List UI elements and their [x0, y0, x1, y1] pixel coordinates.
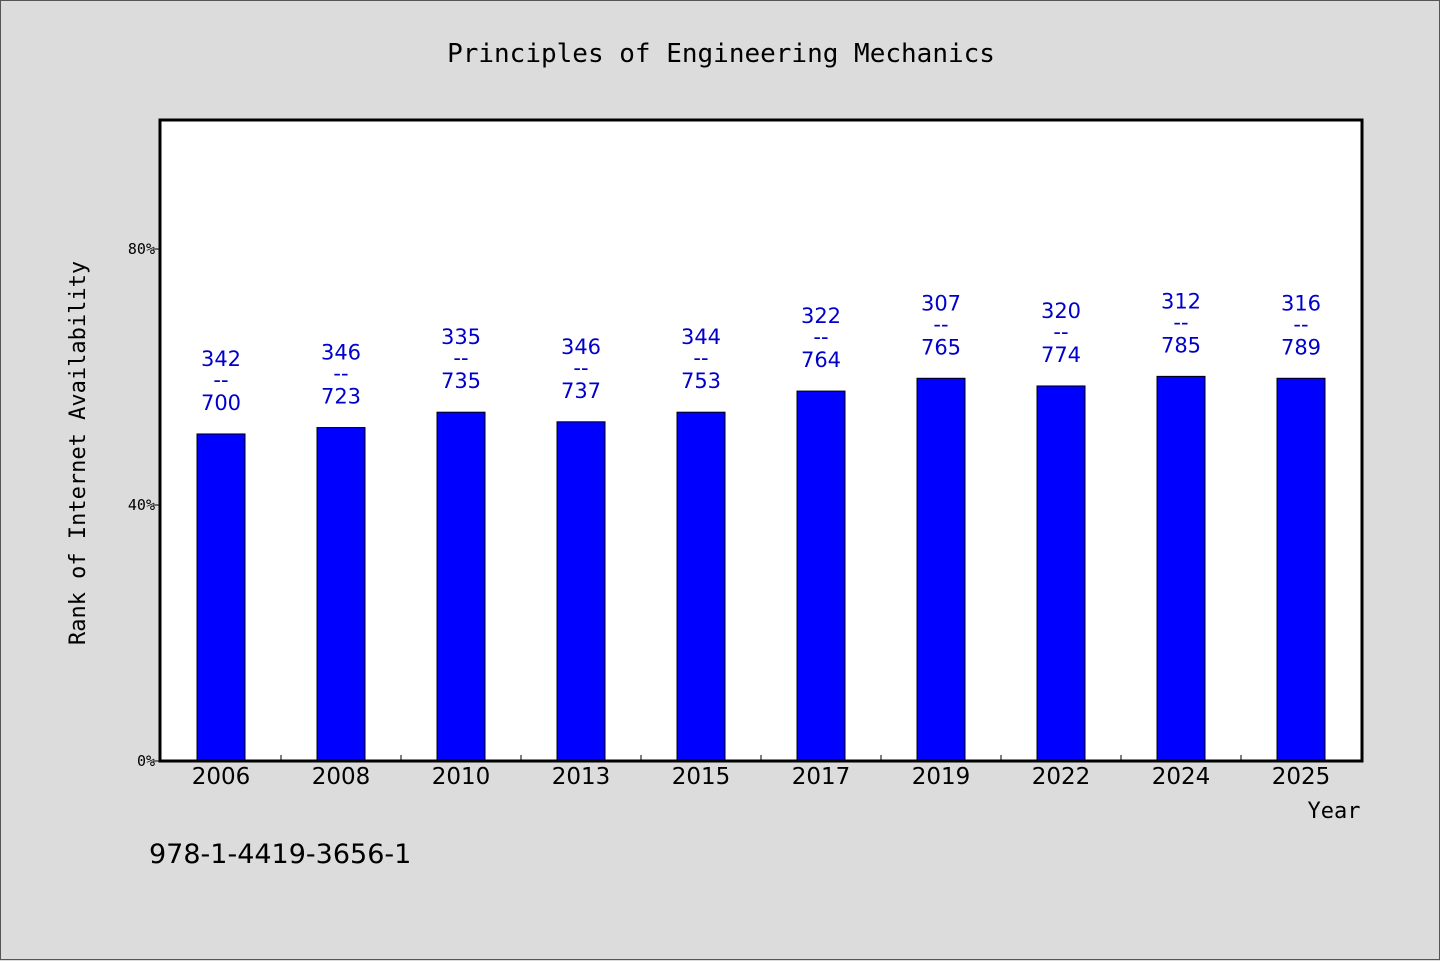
bar-label-top-2010: 335: [441, 325, 481, 349]
bar-label-top-2019: 307: [921, 291, 961, 315]
bar-2017: [796, 390, 846, 762]
bar-label-bottom-2017: 764: [801, 348, 841, 372]
x-tick-label-2019: 2019: [912, 764, 971, 790]
x-tick-label-2013: 2013: [552, 764, 611, 790]
bar-label-separator-2017: --: [813, 325, 828, 349]
bar-label-bottom-2013: 737: [561, 379, 601, 403]
bar-2019: [916, 377, 966, 762]
x-tick-label-2015: 2015: [672, 764, 731, 790]
x-axis-label: Year: [1308, 799, 1361, 824]
bar-2024: [1156, 375, 1206, 762]
y-axis-label: Rank of Internet Availability: [66, 261, 91, 645]
x-tick-label-2006: 2006: [192, 764, 251, 790]
bar-label-bottom-2019: 765: [921, 335, 961, 359]
bar-2008: [316, 427, 366, 762]
bar-label-bottom-2008: 723: [321, 385, 361, 409]
y-tick-label-80: 80%: [128, 240, 155, 258]
bar-label-bottom-2006: 700: [201, 391, 241, 415]
bar-2006: [196, 433, 246, 762]
y-axis: 0% 40% 80%: [128, 240, 161, 770]
isbn-text: 978-1-4419-3656-1: [149, 839, 411, 870]
bar-labels-group: 342--700346--723335--735346--737344--753…: [201, 289, 1321, 415]
bar-label-bottom-2010: 735: [441, 369, 481, 393]
bar-label-top-2024: 312: [1161, 289, 1201, 313]
bar-label-bottom-2024: 785: [1161, 333, 1201, 357]
x-axis: 2006 2008 2010 2013 2015 2017 2019 2022 2024 2025: [192, 755, 1331, 790]
y-tick-label-0: 0%: [137, 752, 155, 770]
bar-label-separator-2008: --: [333, 362, 348, 386]
bar-2010: [436, 411, 486, 762]
bar-label-separator-2025: --: [1293, 312, 1308, 336]
bar-2022: [1036, 385, 1086, 762]
bar-label-top-2006: 342: [201, 347, 241, 371]
bar-label-bottom-2015: 753: [681, 369, 721, 393]
x-tick-label-2010: 2010: [432, 764, 491, 790]
bar-label-separator-2024: --: [1173, 310, 1188, 334]
bar-label-top-2013: 346: [561, 335, 601, 359]
bar-label-bottom-2025: 789: [1281, 335, 1321, 359]
bar-label-top-2015: 344: [681, 325, 721, 349]
x-tick-label-2008: 2008: [312, 764, 371, 790]
bar-label-separator-2006: --: [213, 368, 228, 392]
bar-label-bottom-2022: 774: [1041, 343, 1081, 367]
bar-2015: [676, 411, 726, 762]
bar-label-separator-2015: --: [693, 346, 708, 370]
bar-label-separator-2013: --: [573, 356, 588, 380]
bar-label-separator-2010: --: [453, 346, 468, 370]
bar-label-separator-2019: --: [933, 312, 948, 336]
x-tick-label-2017: 2017: [792, 764, 851, 790]
chart-title: Principles of Engineering Mechanics: [447, 39, 995, 69]
bars-group: [196, 375, 1326, 762]
x-tick-label-2024: 2024: [1152, 764, 1211, 790]
x-tick-label-2022: 2022: [1032, 764, 1091, 790]
bar-label-separator-2022: --: [1053, 320, 1068, 344]
bar-2013: [556, 421, 606, 762]
bar-label-top-2008: 346: [321, 341, 361, 365]
bar-2025: [1276, 377, 1326, 762]
bar-label-top-2022: 320: [1041, 299, 1081, 323]
bar-label-top-2025: 316: [1281, 291, 1321, 315]
x-tick-label-2025: 2025: [1272, 764, 1331, 790]
bar-label-top-2017: 322: [801, 304, 841, 328]
y-tick-label-40: 40%: [128, 496, 155, 514]
